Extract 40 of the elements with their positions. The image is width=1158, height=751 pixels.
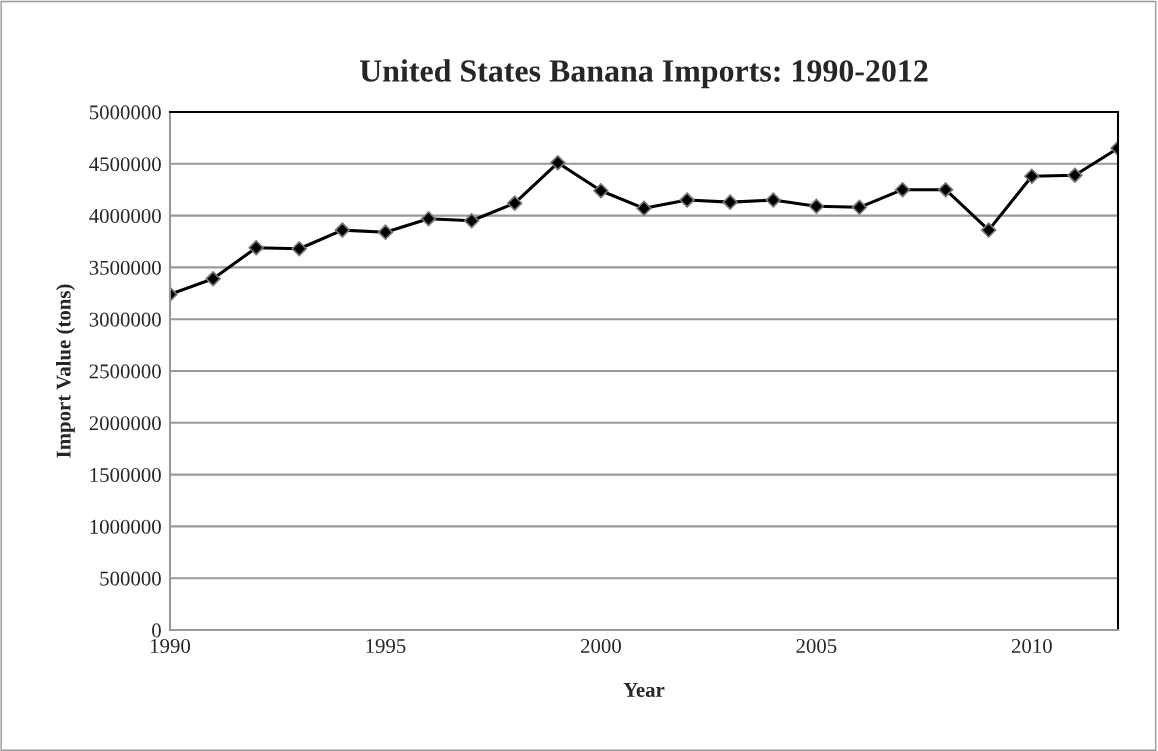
y-tick-label: 2000000 xyxy=(89,416,161,431)
x-axis-title: Year xyxy=(623,683,665,697)
y-tick-label: 3500000 xyxy=(89,260,161,275)
y-tick-label: 1000000 xyxy=(90,519,161,534)
point xyxy=(291,241,307,257)
x-tick-label: 1995 xyxy=(366,638,406,653)
x-tick-label: 2000 xyxy=(580,638,621,653)
point xyxy=(808,198,825,214)
y-tick-label: 3000000 xyxy=(89,312,161,327)
y-tick-label: 4500000 xyxy=(89,157,161,172)
point xyxy=(377,224,394,240)
point xyxy=(981,222,997,238)
x-tick-label: 1990 xyxy=(151,638,191,653)
point xyxy=(1067,167,1083,183)
point xyxy=(722,194,738,210)
point xyxy=(894,181,911,198)
y-tick-label: 0 xyxy=(152,623,161,638)
point xyxy=(937,181,954,198)
y-tick-label: 4000000 xyxy=(89,208,161,224)
y-tick-label: 2500000 xyxy=(89,364,161,379)
point xyxy=(205,271,221,287)
point xyxy=(550,155,566,171)
point xyxy=(851,199,868,216)
chart-title: United States Banana Imports: 1990-2012 xyxy=(359,59,928,89)
point xyxy=(248,240,264,256)
point xyxy=(1024,168,1040,184)
point xyxy=(593,183,609,199)
y-axis-title: Import Value (tons) xyxy=(55,284,75,458)
point xyxy=(507,195,523,211)
y-tick-label: 5000000 xyxy=(89,105,161,120)
point xyxy=(679,192,695,208)
x-tick-label: 2005 xyxy=(796,638,837,653)
x-tick-label: 2010 xyxy=(1011,638,1052,653)
point xyxy=(334,222,351,238)
y-tick-label: 1500000 xyxy=(90,467,161,483)
point xyxy=(765,192,781,208)
point xyxy=(636,200,652,217)
y-tick-label: 500000 xyxy=(100,571,161,586)
point xyxy=(463,213,480,229)
point xyxy=(420,210,437,227)
